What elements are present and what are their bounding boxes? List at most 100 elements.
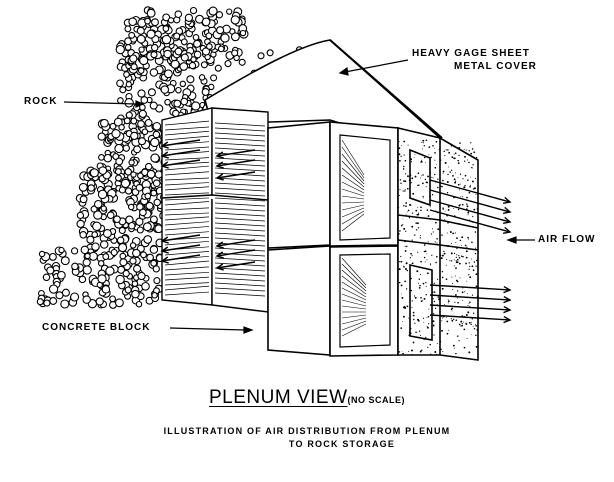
stipple-dot xyxy=(437,178,439,180)
stipple-dot xyxy=(431,228,433,230)
louver-line xyxy=(341,275,367,295)
stipple-dot xyxy=(419,350,422,353)
stipple-dot xyxy=(446,320,449,323)
stipple-dot xyxy=(467,214,469,216)
stipple-dot xyxy=(405,262,408,265)
stipple-dot xyxy=(404,245,406,247)
rock-stone xyxy=(49,297,58,305)
rock-stone xyxy=(137,89,146,98)
stipple-dot xyxy=(442,351,444,353)
louver-line xyxy=(341,188,365,197)
stipple-dot xyxy=(461,196,463,198)
rock-stone xyxy=(112,153,120,160)
stipple-dot xyxy=(459,142,461,144)
title-row: PLENUM VIEW(NO SCALE) xyxy=(0,387,614,409)
louver-line xyxy=(341,153,365,182)
hatch-line xyxy=(164,226,210,231)
stipple-dot xyxy=(439,254,442,257)
rock-stone xyxy=(238,58,246,66)
stipple-dot xyxy=(417,212,420,214)
stipple-dot xyxy=(455,267,457,269)
stipple-dot xyxy=(456,335,459,337)
hatch-line xyxy=(164,212,210,216)
stipple-dot xyxy=(450,308,453,311)
stipple-dot xyxy=(404,250,407,252)
stipple-dot xyxy=(460,244,462,246)
rock-stone xyxy=(124,168,132,176)
stipple-dot xyxy=(456,280,459,283)
stipple-dot xyxy=(397,214,400,216)
stipple-dot xyxy=(425,286,427,288)
rock-stone xyxy=(180,97,189,106)
stipple-dot xyxy=(453,344,455,347)
air-flow-arrow xyxy=(429,209,511,233)
stipple-dot xyxy=(453,157,456,160)
hatch-line xyxy=(164,186,210,191)
stipple-dot xyxy=(403,266,405,268)
rock-stone xyxy=(119,86,127,94)
stipple-dot xyxy=(411,349,413,352)
stipple-dot xyxy=(446,258,448,261)
stipple-dot xyxy=(464,244,467,247)
hatch-line xyxy=(164,260,210,266)
stipple-dot xyxy=(441,234,443,236)
rock-stone xyxy=(152,130,161,139)
stipple-dot xyxy=(450,260,453,262)
stipple-dot xyxy=(411,177,414,180)
rock-stone xyxy=(201,17,211,27)
stipple-dot xyxy=(424,250,427,253)
air-flow-arrow xyxy=(216,149,256,157)
rock-stone xyxy=(193,50,202,59)
stipple-dot xyxy=(468,191,471,194)
stipple-dot xyxy=(444,161,447,164)
stipple-dot xyxy=(401,145,402,147)
stipple-dot xyxy=(469,184,471,186)
stipple-dot xyxy=(443,303,445,305)
rock-stone xyxy=(139,55,149,66)
rock-stone xyxy=(136,26,145,35)
rock-stone xyxy=(141,128,149,136)
stipple-dot xyxy=(419,274,422,276)
hatch-line xyxy=(214,197,266,202)
hatch-line xyxy=(164,276,210,281)
rock-stone xyxy=(214,64,222,72)
stipple-dot xyxy=(411,300,413,302)
stipple-dot xyxy=(398,351,401,353)
rock-stone xyxy=(198,74,206,81)
stipple-dot xyxy=(447,300,450,303)
stipple-dot xyxy=(432,320,435,323)
stipple-dot xyxy=(406,211,408,213)
stipple-dot xyxy=(442,172,444,174)
hatch-line xyxy=(214,122,266,127)
stipple-dot xyxy=(442,207,444,209)
hatch-line xyxy=(214,252,266,257)
stipple-dot xyxy=(440,141,442,143)
hatch-line xyxy=(164,157,210,161)
rock-stone xyxy=(224,60,232,68)
stipple-dot xyxy=(471,318,473,320)
stipple-dot xyxy=(440,257,443,260)
air-flow-arrowhead xyxy=(215,161,224,169)
stipple-dot xyxy=(427,346,429,349)
stipple-dot xyxy=(425,186,427,188)
stipple-dot xyxy=(420,175,422,177)
rock-stone xyxy=(71,262,79,271)
stipple-dot xyxy=(457,208,460,211)
stipple-dot xyxy=(461,203,464,206)
stipple-dot xyxy=(460,320,463,323)
stipple-dot xyxy=(472,269,475,272)
stipple-dot xyxy=(410,252,412,255)
stipple-dot xyxy=(417,227,420,229)
stipple-dot xyxy=(414,175,417,178)
hatch-line xyxy=(214,287,266,292)
air-flow-arrow xyxy=(161,234,201,242)
rock-stone xyxy=(96,281,103,289)
hatch-line xyxy=(164,197,210,201)
stipple-dot xyxy=(456,258,459,261)
stipple-dot xyxy=(444,155,446,157)
stipple-dot xyxy=(426,209,429,211)
rock-stone xyxy=(129,242,137,249)
plenum-chamber xyxy=(267,121,479,361)
stipple-dot xyxy=(476,259,478,262)
